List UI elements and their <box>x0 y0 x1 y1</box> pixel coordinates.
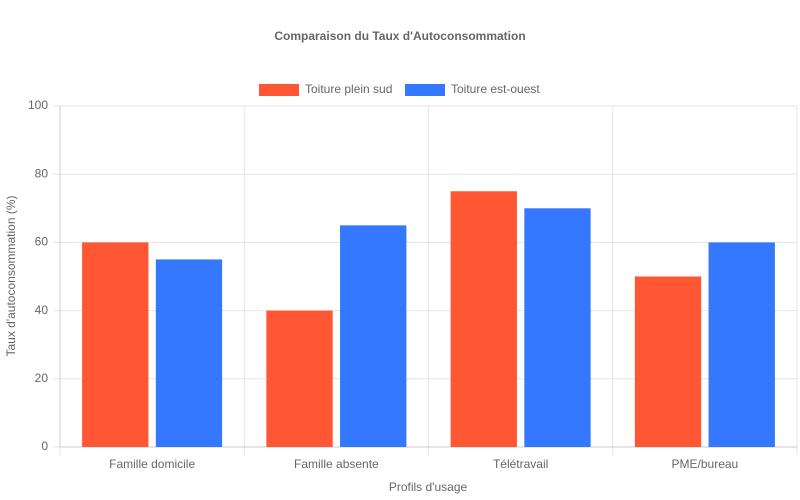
x-tick-label: PME/bureau <box>672 457 739 471</box>
bar <box>82 242 149 447</box>
legend-label: Toiture plein sud <box>305 82 392 96</box>
legend-label: Toiture est-ouest <box>451 82 540 96</box>
y-tick-label: 0 <box>41 439 48 453</box>
bar <box>266 310 333 447</box>
x-tick-label: Famille domicile <box>109 457 195 471</box>
chart-title: Comparaison du Taux d'Autoconsommation <box>274 29 525 43</box>
x-tick-label: Famille absente <box>294 457 379 471</box>
y-tick-label: 40 <box>35 303 49 317</box>
bar <box>524 208 591 447</box>
y-tick-label: 20 <box>35 371 49 385</box>
y-tick-label: 80 <box>35 166 49 180</box>
y-tick-label: 100 <box>28 98 48 112</box>
legend-swatch <box>259 84 299 96</box>
x-tick-label: Télétravail <box>493 457 548 471</box>
y-axis-title: Taux d'autoconsommation (%) <box>4 195 18 356</box>
bar <box>155 259 223 447</box>
bar <box>634 276 702 447</box>
legend-swatch <box>405 84 445 96</box>
x-axis-title: Profils d'usage <box>389 480 468 494</box>
bar <box>340 225 407 447</box>
y-tick-label: 60 <box>35 235 49 249</box>
bar <box>450 191 517 447</box>
bar <box>708 242 775 447</box>
